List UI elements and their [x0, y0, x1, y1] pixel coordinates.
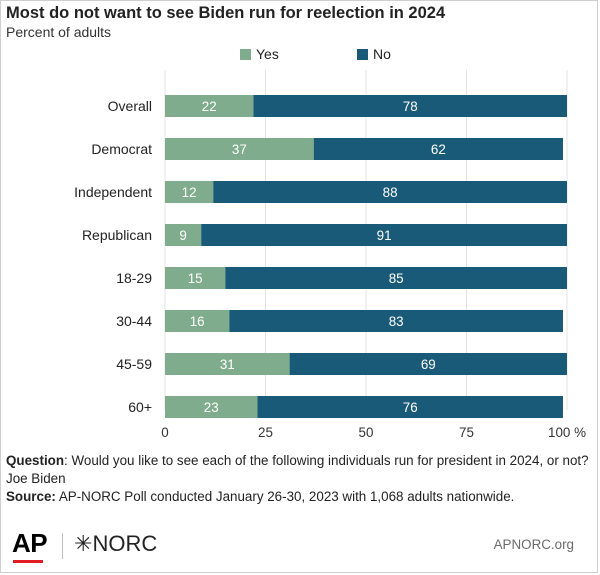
- question-text: : Would you like to see each of the foll…: [6, 453, 589, 486]
- question-label: Question: [6, 453, 65, 468]
- norc-logo: ✳NORC: [74, 530, 157, 558]
- data-label: 78: [403, 99, 418, 114]
- category-label: 60+: [128, 399, 152, 415]
- chart-title: Most do not want to see Biden run for re…: [6, 4, 446, 22]
- x-tick-label: 50: [359, 425, 374, 440]
- data-label: 69: [421, 357, 436, 372]
- bar-no: [229, 310, 563, 332]
- bar-no: [201, 224, 567, 246]
- data-label: 15: [188, 271, 203, 286]
- data-label: 76: [403, 400, 418, 415]
- ap-logo-underline: [13, 560, 43, 563]
- source-label: Source:: [6, 489, 56, 504]
- question-note: Question: Would you like to see each of …: [6, 452, 591, 488]
- bar-chart: 0 25 50 75 100 % Yes No Overall 22 78 Democrat 37 62…: [74, 46, 586, 440]
- category-label: 30-44: [116, 313, 152, 329]
- data-label: 12: [182, 185, 197, 200]
- data-label: 62: [431, 142, 446, 157]
- bar-no: [289, 353, 567, 375]
- data-label: 37: [232, 142, 247, 157]
- x-tick-label: 25: [258, 425, 273, 440]
- bar-no: [313, 138, 563, 160]
- bar-yes: [165, 267, 226, 289]
- data-label: 23: [204, 400, 219, 415]
- norc-logo-text: NORC: [92, 531, 158, 556]
- chart-subtitle: Percent of adults: [6, 24, 112, 40]
- bar-yes: [165, 396, 258, 418]
- category-label: Independent: [74, 184, 152, 200]
- bar-no: [225, 267, 568, 289]
- bar-yes: [165, 181, 214, 203]
- bar-yes: [165, 138, 314, 160]
- category-label: Overall: [108, 98, 152, 114]
- category-label: 45-59: [116, 356, 152, 372]
- data-label: 9: [179, 228, 186, 243]
- category-label: Democrat: [91, 141, 152, 157]
- x-tick-label: 100 %: [548, 425, 586, 440]
- data-label: 85: [389, 271, 404, 286]
- bar-yes: [165, 310, 230, 332]
- legend-swatch: [357, 49, 368, 60]
- ap-logo: AP: [12, 528, 48, 558]
- x-tick-label: 75: [459, 425, 474, 440]
- legend-swatch: [240, 49, 251, 60]
- data-label: 83: [389, 314, 404, 329]
- norc-star-icon: ✳: [74, 531, 93, 556]
- data-label: 31: [220, 357, 235, 372]
- bar-no: [213, 181, 568, 203]
- data-label: 22: [202, 99, 217, 114]
- data-label: 91: [377, 228, 392, 243]
- category-label: Republican: [82, 227, 152, 243]
- data-label: 16: [190, 314, 205, 329]
- source-text: AP-NORC Poll conducted January 26-30, 20…: [55, 489, 515, 504]
- bar-no: [257, 396, 563, 418]
- x-tick-label: 0: [161, 425, 168, 440]
- bar-no: [253, 95, 567, 117]
- data-label: 88: [383, 185, 398, 200]
- bar-yes: [165, 95, 254, 117]
- legend-label: No: [373, 46, 391, 62]
- bar-yes: [165, 224, 202, 246]
- category-label: 18-29: [116, 270, 152, 286]
- legend-label: Yes: [256, 46, 279, 62]
- site-link[interactable]: APNORC.org: [493, 537, 574, 552]
- logo-divider: [62, 533, 63, 559]
- source-note: Source: AP-NORC Poll conducted January 2…: [6, 488, 596, 506]
- bar-yes: [165, 353, 290, 375]
